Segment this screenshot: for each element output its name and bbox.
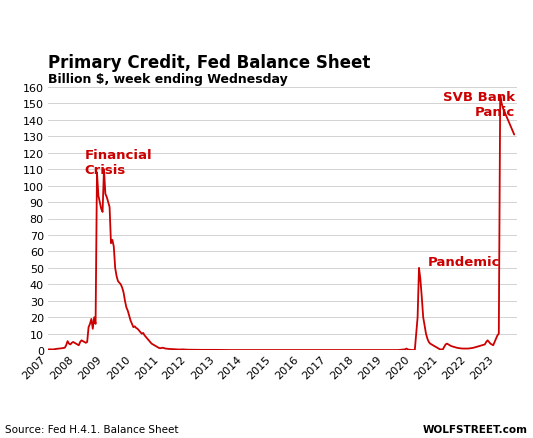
Text: WOLFSTREET.com: WOLFSTREET.com	[423, 424, 528, 434]
Text: SVB Bank
Panic: SVB Bank Panic	[443, 91, 515, 119]
Text: Source: Fed H.4.1. Balance Sheet: Source: Fed H.4.1. Balance Sheet	[5, 424, 179, 434]
Text: Primary Credit, Fed Balance Sheet: Primary Credit, Fed Balance Sheet	[48, 53, 370, 71]
Text: Financial
Crisis: Financial Crisis	[84, 148, 152, 177]
Text: Pandemic: Pandemic	[427, 255, 500, 268]
Text: Billion $, week ending Wednesday: Billion $, week ending Wednesday	[48, 73, 288, 86]
